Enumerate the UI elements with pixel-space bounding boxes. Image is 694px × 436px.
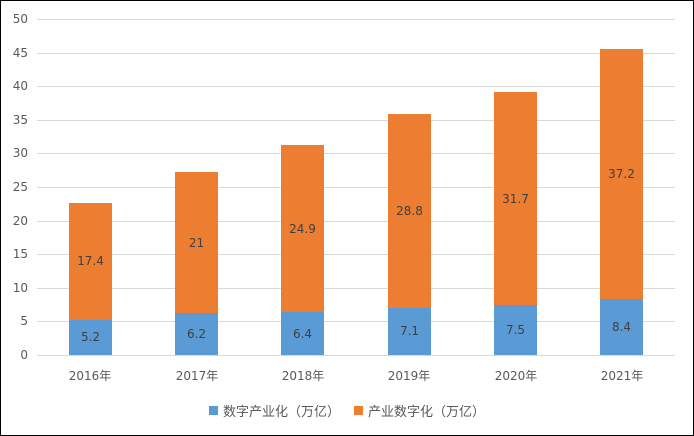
gridline [37,153,675,154]
x-tick-label: 2019年 [387,369,431,383]
bar-segment: 5.2 [69,319,112,355]
gridline [37,221,675,222]
data-label: 37.2 [608,166,635,181]
data-label: 24.9 [289,221,316,236]
gridline [37,254,675,255]
bar-segment: 37.2 [600,49,643,299]
data-label: 21 [188,235,205,250]
gridline [37,288,675,289]
data-label: 7.5 [505,323,526,338]
x-tick-label: 2017年 [175,369,219,383]
y-tick-label: 30 [12,146,28,160]
bar-segment: 24.9 [281,145,324,313]
legend-label: 产业数字化（万亿） [368,405,486,420]
y-tick-label: 40 [12,79,28,93]
legend-swatch-icon [208,406,218,415]
gridline [37,120,675,121]
gridline [37,355,675,356]
legend-item: 产业数字化（万亿） [354,401,485,420]
bar-segment: 21 [175,172,218,314]
data-label: 28.8 [396,203,423,218]
bar-segment: 31.7 [494,92,537,306]
legend-swatch-icon [354,406,363,415]
bar-stack: 5.2 17.4 [69,203,112,355]
x-tick-label: 2020年 [494,369,538,383]
gridline [37,321,675,322]
legend-item: 数字产业化（万亿） [208,401,340,420]
bar-stack: 7.5 31.7 [494,92,537,356]
gridline [37,53,675,54]
legend: 数字产业化（万亿） 产业数字化（万亿） [0,401,694,420]
bar-segment: 28.8 [388,114,431,308]
data-label: 17.4 [77,254,104,269]
y-tick-label: 15 [12,247,28,261]
bar-segment: 6.4 [281,312,324,356]
bar-segment: 17.4 [69,203,112,320]
x-tick-label: 2016年 [68,369,112,383]
bar-stack: 6.2 21 [175,172,218,355]
data-label: 8.4 [611,320,632,335]
data-label: 6.4 [292,326,313,341]
data-label: 7.1 [399,324,420,339]
data-label: 6.2 [186,326,207,341]
y-tick-label: 5 [20,314,28,328]
y-tick-label: 10 [12,281,28,295]
x-tick-label: 2021年 [600,369,644,383]
bar-stack: 7.1 28.8 [388,114,431,356]
y-tick-label: 35 [12,113,28,127]
y-tick-label: 25 [12,180,28,194]
bar-segment: 7.1 [388,307,431,356]
y-tick-label: 50 [12,12,28,26]
bar-segment: 8.4 [600,298,643,356]
gridline [37,19,675,20]
bar-segment: 6.2 [175,313,218,355]
y-tick-label: 20 [12,214,28,228]
bar-stack: 6.4 24.9 [281,145,324,356]
y-tick-label: 45 [12,46,28,60]
data-label: 31.7 [502,191,529,206]
bar-segment: 7.5 [494,305,537,356]
data-label: 5.2 [80,330,101,345]
x-tick-label: 2018年 [281,369,325,383]
bar-stack: 8.4 37.2 [600,49,643,356]
legend-label: 数字产业化（万亿） [222,405,340,420]
gridline [37,187,675,188]
y-tick-label: 0 [20,348,28,362]
gridline [37,86,675,87]
